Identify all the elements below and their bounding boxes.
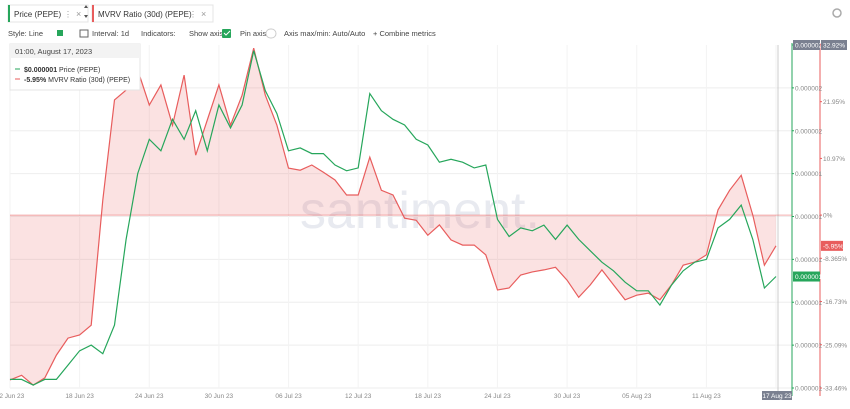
tab-menu[interactable]: ⋮ (64, 10, 72, 19)
area (10, 48, 776, 386)
x-value-box (762, 391, 792, 400)
axis-value-box (821, 240, 843, 251)
y2-tick-label: -25.09% (823, 342, 847, 349)
y-tick-label: 0.000001 (795, 171, 822, 178)
pin-axis-label: Pin axis (240, 29, 267, 38)
axis-value-box (793, 40, 820, 50)
tab-close[interactable]: × (201, 9, 206, 19)
interval-select[interactable]: Interval: 1d (92, 29, 129, 38)
y-tick-label: 0.000001 (795, 343, 822, 350)
combine-metrics[interactable]: + Combine metrics (373, 29, 436, 38)
x-tick-label: 18 Jul 23 (415, 393, 442, 400)
y-tick-label: 0.000001 (795, 386, 822, 393)
tab-label: Price (PEPE) (14, 10, 61, 19)
y2-tick-label: -16.73% (823, 299, 847, 306)
color-swatch[interactable] (57, 30, 63, 36)
y2-tick-label: -8.365% (823, 256, 847, 263)
pin-axis-toggle[interactable] (265, 28, 277, 39)
tooltip-header (10, 44, 140, 58)
watermark: santiment. (300, 182, 540, 240)
show-axis-checkbox[interactable] (222, 29, 231, 38)
calendar-icon[interactable] (79, 29, 89, 38)
tooltip-row: $0.000001 Price (PEPE) (24, 67, 100, 74)
settings-icon[interactable] (832, 8, 842, 18)
x-tick-label: 06 Jul 23 (275, 393, 302, 400)
x-tick-label: 24 Jul 23 (484, 393, 511, 400)
axis-maxmin-select[interactable]: Axis max/min: Auto/Auto (284, 29, 365, 38)
tooltip-value: -5.95% (24, 77, 47, 84)
tooltip-date: 01:00, August 17, 2023 (15, 47, 92, 56)
y2-tick-label: 10.97% (823, 156, 845, 163)
y-tick-label: 0.000002 (795, 85, 822, 92)
series-line (10, 50, 777, 386)
x-tick-label: 17 Aug 23 (762, 393, 792, 400)
y2-tick-label: -33.46% (823, 386, 847, 393)
x-tick-label: 24 Jun 23 (135, 393, 164, 400)
check (223, 30, 231, 36)
y-tick-label: 0.000002 (795, 128, 822, 135)
indicators-select[interactable]: Indicators: (141, 29, 176, 38)
tooltip-value: $0.000001 (24, 67, 57, 74)
y-tick-label: 0.000001 (795, 300, 822, 307)
drag-icon[interactable] (84, 5, 88, 18)
x-tick-label: 12 Jul 23 (345, 393, 372, 400)
x-tick-label: 05 Aug 23 (622, 393, 652, 400)
x-tick-label: 30 Jun 23 (205, 393, 234, 400)
tab-marker (8, 5, 10, 22)
axis-value: 0.000002 (795, 43, 822, 50)
tab-marker (92, 5, 94, 22)
show-axis-label: Show axis (189, 29, 223, 38)
tab-menu[interactable]: ⋮ (189, 10, 197, 19)
axis-value: -5.95% (823, 243, 844, 250)
tab-label: MVRV Ratio (30d) (PEPE) (98, 10, 192, 19)
axis-value-box (821, 40, 847, 50)
style-select[interactable]: Style: Line (8, 29, 43, 38)
x-tick-label: 18 Jun 23 (65, 393, 94, 400)
y-tick-label: 0.000001 (795, 257, 822, 264)
y2-tick-label: 21.95% (823, 99, 845, 106)
x-tick-label: 30 Jul 23 (554, 393, 581, 400)
x-tick-label: 12 Jun 23 (0, 393, 25, 400)
tooltip-name: MVRV Ratio (30d) (PEPE) (48, 77, 130, 84)
x-tick-label: 11 Aug 23 (692, 393, 721, 400)
tab-close[interactable]: × (76, 9, 81, 19)
axis-value: 32.92% (823, 43, 845, 50)
axis-value: 0.000001 (795, 274, 822, 281)
axis-value-box (793, 271, 820, 282)
y2-tick-label: 0% (823, 213, 833, 220)
tooltip-name: Price (PEPE) (59, 67, 100, 74)
tooltip-row: -5.95% MVRV Ratio (30d) (PEPE) (24, 77, 130, 84)
y-tick-label: 0.000001 (795, 214, 822, 221)
